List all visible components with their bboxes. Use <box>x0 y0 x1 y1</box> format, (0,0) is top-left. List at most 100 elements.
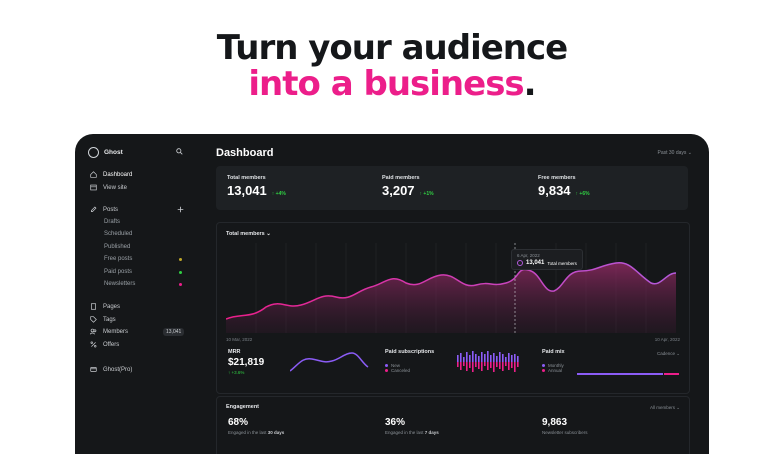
home-icon <box>90 171 97 178</box>
stat-change: ↑ +4% <box>271 191 286 197</box>
sidebar-subitem-scheduled[interactable]: Scheduled <box>104 231 133 237</box>
sidebar-item-ghost-pro[interactable]: Ghost(Pro) <box>90 366 132 373</box>
headline-line-1: Turn your audience <box>216 28 568 68</box>
sidebar-item-label: Members <box>103 328 129 335</box>
engagement-value: 9,863 <box>542 417 568 428</box>
brand[interactable]: Ghost <box>88 147 123 158</box>
percent-icon <box>90 341 97 348</box>
free-posts-dot <box>179 258 182 261</box>
total-members-area-chart[interactable] <box>226 243 678 333</box>
paid-posts-dot <box>179 271 182 274</box>
legend-monthly: Monthly <box>548 363 564 368</box>
stat-change: ↑ +1% <box>419 191 434 197</box>
sidebar-item-label: View site <box>103 184 127 191</box>
page-icon <box>91 303 96 310</box>
tooltip-value: 13,041 <box>526 260 545 266</box>
sidebar-item-label: Ghost(Pro) <box>103 366 133 373</box>
newsletters-dot <box>179 283 182 286</box>
tooltip-marker-icon <box>517 260 523 266</box>
headline-period: . <box>523 64 537 104</box>
stat-change: ↑ +6% <box>575 191 590 197</box>
engagement-30-days: 68% Engaged in the last 30 days <box>228 417 284 435</box>
legend-annual: Annual <box>548 368 563 373</box>
sidebar-item-members[interactable]: Members <box>90 328 128 335</box>
stat-paid-members[interactable]: Paid members 3,207 ↑ +1% <box>382 175 434 198</box>
mrr-widget[interactable]: MRR $21,819 ↑ +3.6% <box>228 349 264 375</box>
pencil-icon <box>91 206 97 212</box>
hero-headline: Turn your audience into a business. <box>0 30 784 102</box>
stat-label: Paid members <box>382 175 420 181</box>
axis-start-label: 10 Mar, 2022 <box>226 337 253 342</box>
axis-end-label: 10 Apr, 2022 <box>654 337 680 342</box>
headline-line-2: into a business <box>248 64 524 104</box>
search-icon[interactable] <box>176 148 183 155</box>
cadence-select[interactable]: Cadence ⌄ <box>656 351 680 356</box>
engagement-value: 68% <box>228 417 249 428</box>
mrr-value: $21,819 <box>228 357 265 368</box>
legend-monthly-swatch <box>542 364 545 367</box>
total-members-chart-card: Total members ⌄ 6 Apr, 2022 13,041 Total … <box>216 222 690 394</box>
ghost-dashboard-window: Ghost Dashboard View site Posts Drafts S… <box>75 134 709 454</box>
chart-tooltip: 6 Apr, 2022 13,041 Total members <box>511 249 583 270</box>
dashboard-main: Dashboard Past 30 days ⌄ Total members 1… <box>216 134 692 454</box>
sidebar-item-posts[interactable]: Posts <box>90 206 118 213</box>
window-icon <box>90 184 97 191</box>
paid-subscriptions-bar-chart <box>457 351 519 372</box>
page-title: Dashboard <box>216 147 274 159</box>
newsletter-subscribers: 9,863 Newsletter subscribers <box>542 417 588 435</box>
paid-subscriptions-widget[interactable]: Paid subscriptions New Canceled <box>385 349 434 373</box>
legend-new-swatch <box>385 364 388 367</box>
date-range-select[interactable]: Past 30 days ⌄ <box>657 150 693 156</box>
legend-canceled-swatch <box>385 369 388 372</box>
stat-value: 13,041 <box>227 183 267 198</box>
ghost-logo-icon <box>88 147 99 158</box>
sidebar-item-view-site[interactable]: View site <box>90 184 127 191</box>
sidebar: Ghost Dashboard View site Posts Drafts S… <box>75 134 192 454</box>
mrr-label: MRR <box>228 349 241 355</box>
sidebar-subitem-drafts[interactable]: Drafts <box>104 219 121 225</box>
engagement-caption: Engaged in the last <box>228 430 268 435</box>
engagement-caption: Newsletter subscribers <box>542 430 588 435</box>
sidebar-item-label: Offers <box>103 341 120 348</box>
mrr-change: ↑ +3.6% <box>228 370 245 375</box>
paid-subs-label: Paid subscriptions <box>385 349 435 355</box>
member-stats-card: Total members 13,041 ↑ +4% Paid members 3… <box>216 166 688 210</box>
engagement-title: Engagement <box>226 404 260 410</box>
legend-new: New <box>391 363 401 368</box>
sidebar-item-dashboard[interactable]: Dashboard <box>90 171 132 178</box>
sidebar-subitem-newsletters[interactable]: Newsletters <box>104 281 136 287</box>
stat-free-members[interactable]: Free members 9,834 ↑ +6% <box>538 175 590 198</box>
card-icon <box>90 367 97 372</box>
mrr-sparkline <box>290 352 369 372</box>
legend-canceled: Canceled <box>391 368 411 373</box>
paid-mix-label: Paid mix <box>542 349 565 355</box>
tooltip-label: Total members <box>547 260 577 266</box>
stat-total-members[interactable]: Total members 13,041 ↑ +4% <box>227 175 286 198</box>
engagement-value: 36% <box>385 417 406 428</box>
engagement-card: Engagement All members ⌄ 68% Engaged in … <box>216 396 690 454</box>
sidebar-subitem-paid-posts[interactable]: Paid posts <box>104 269 133 275</box>
engagement-caption: Engaged in the last <box>385 430 425 435</box>
sidebar-item-label: Pages <box>103 303 121 310</box>
add-post-icon[interactable] <box>177 206 184 213</box>
engagement-filter-select[interactable]: All members ⌄ <box>649 405 680 410</box>
engagement-7-days: 36% Engaged in the last 7 days <box>385 417 439 435</box>
engagement-caption-bold: 30 days <box>267 430 285 435</box>
sidebar-item-tags[interactable]: Tags <box>90 316 116 323</box>
paid-mix-widget[interactable]: Paid mix Monthly Annual <box>542 349 565 373</box>
legend-annual-swatch <box>542 369 545 372</box>
members-count-badge: 13,041 <box>163 328 185 336</box>
sidebar-subitem-free-posts[interactable]: Free posts <box>104 256 133 262</box>
sidebar-item-label: Posts <box>103 206 119 213</box>
chart-title-select[interactable]: Total members ⌄ <box>226 231 271 237</box>
brand-name: Ghost <box>104 149 123 156</box>
members-icon <box>90 328 97 335</box>
sidebar-item-pages[interactable]: Pages <box>90 303 120 310</box>
sidebar-item-label: Dashboard <box>103 171 133 178</box>
sidebar-subitem-published[interactable]: Published <box>104 244 131 250</box>
sidebar-item-offers[interactable]: Offers <box>90 341 119 348</box>
stat-value: 3,207 <box>382 183 415 198</box>
paid-mix-bar <box>577 373 679 375</box>
tooltip-date: 6 Apr, 2022 <box>517 253 540 258</box>
tag-icon <box>90 316 97 323</box>
